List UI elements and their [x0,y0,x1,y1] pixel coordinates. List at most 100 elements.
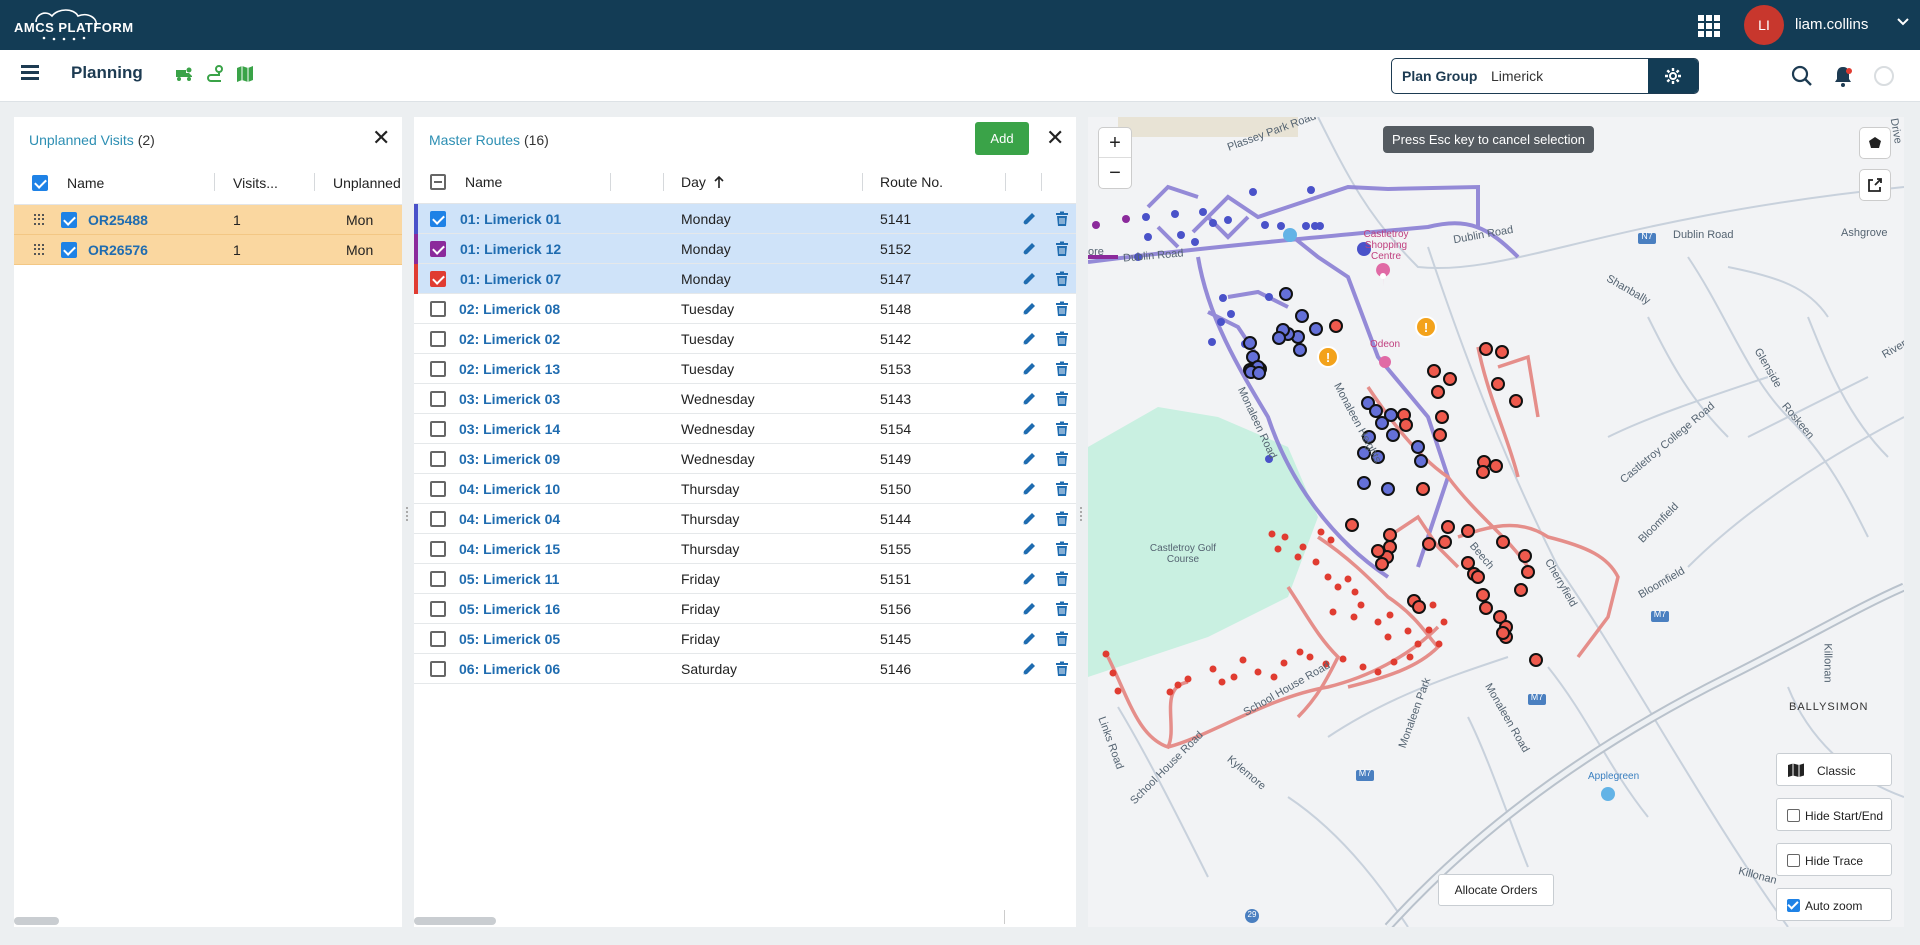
table-row[interactable]: 05: Limerick 16 Friday 5156 [414,594,1076,624]
trash-icon[interactable] [1055,631,1069,647]
row-checkbox[interactable] [430,331,446,347]
table-row[interactable]: 04: Limerick 15 Thursday 5155 [414,534,1076,564]
edit-icon[interactable] [1021,241,1037,257]
row-checkbox[interactable] [430,571,446,587]
clock-icon[interactable] [1874,66,1894,86]
trash-icon[interactable] [1055,481,1069,497]
table-row[interactable]: 04: Limerick 10 Thursday 5150 [414,474,1076,504]
edit-icon[interactable] [1021,211,1037,227]
visit-name-link[interactable]: OR25488 [88,212,148,228]
user-name[interactable]: liam.collins [1795,16,1869,33]
hide-start-end-checkbox[interactable] [1787,809,1800,822]
column-visits[interactable]: Visits... [233,175,278,191]
chevron-down-icon[interactable] [1896,14,1910,31]
edit-icon[interactable] [1021,301,1037,317]
row-checkbox[interactable] [430,541,446,557]
edit-icon[interactable] [1021,451,1037,467]
edit-icon[interactable] [1021,481,1037,497]
table-row[interactable]: 02: Limerick 13 Tuesday 5153 [414,354,1076,384]
bell-icon[interactable] [1832,64,1854,88]
row-checkbox[interactable] [61,212,77,228]
route-name-link[interactable]: 02: Limerick 08 [459,301,561,317]
menu-icon[interactable] [21,65,39,80]
horizontal-scrollbar[interactable] [414,917,496,925]
route-name-link[interactable]: 01: Limerick 07 [460,271,562,287]
select-all-checkbox[interactable] [430,174,446,190]
route-name-link[interactable]: 04: Limerick 15 [459,541,561,557]
popout-button[interactable] [1860,170,1890,200]
trash-icon[interactable] [1055,391,1069,407]
trash-icon[interactable] [1055,661,1069,677]
route-name-link[interactable]: 05: Limerick 05 [459,631,561,647]
row-checkbox[interactable] [61,242,77,258]
trash-icon[interactable] [1055,211,1069,227]
route-name-link[interactable]: 03: Limerick 03 [459,391,561,407]
row-checkbox[interactable] [430,631,446,647]
column-unplanned[interactable]: Unplanned [333,175,401,191]
hide-start-end-toggle[interactable]: Hide Start/End [1776,798,1892,831]
edit-icon[interactable] [1021,361,1037,377]
edit-icon[interactable] [1021,601,1037,617]
edit-icon[interactable] [1021,271,1037,287]
table-row[interactable]: OR26576 1 Mon [14,235,402,265]
gear-icon[interactable] [1648,59,1698,93]
table-row[interactable]: 03: Limerick 03 Wednesday 5143 [414,384,1076,414]
classic-map-button[interactable]: Classic [1776,753,1892,786]
trash-icon[interactable] [1055,421,1069,437]
table-row[interactable]: 02: Limerick 08 Tuesday 5148 [414,294,1076,324]
row-checkbox[interactable] [430,481,446,497]
route-name-link[interactable]: 06: Limerick 06 [459,661,561,677]
amcs-logo[interactable]: AMCS PLATFORM [14,8,133,42]
route-name-link[interactable]: 03: Limerick 14 [459,421,561,437]
route-icon[interactable] [205,64,225,84]
edit-icon[interactable] [1021,661,1037,677]
auto-zoom-checkbox[interactable] [1787,899,1800,912]
table-row[interactable]: 06: Limerick 06 Saturday 5146 [414,654,1076,684]
row-checkbox[interactable] [430,211,446,227]
horizontal-scrollbar[interactable] [14,917,59,925]
row-checkbox[interactable] [430,301,446,317]
trash-icon[interactable] [1055,541,1069,557]
table-row[interactable]: 03: Limerick 09 Wednesday 5149 [414,444,1076,474]
table-row[interactable]: 04: Limerick 04 Thursday 5144 [414,504,1076,534]
panel-splitter[interactable] [1079,505,1083,535]
hide-trace-toggle[interactable]: Hide Trace [1776,843,1892,876]
route-name-link[interactable]: 04: Limerick 04 [459,511,561,527]
map-canvas[interactable]: ! ! [1088,117,1904,927]
table-row[interactable]: 05: Limerick 11 Friday 5151 [414,564,1076,594]
trash-icon[interactable] [1055,451,1069,467]
drag-handle-icon[interactable] [34,214,46,226]
map-icon[interactable] [235,64,255,84]
edit-icon[interactable] [1021,541,1037,557]
route-name-link[interactable]: 04: Limerick 10 [459,481,561,497]
route-map[interactable]: ! ! Plassey Park Road Dublin Road Dublin… [1088,117,1904,927]
edit-icon[interactable] [1021,511,1037,527]
row-checkbox[interactable] [430,511,446,527]
trash-icon[interactable] [1055,331,1069,347]
close-icon[interactable]: ✕ [1046,125,1065,150]
add-button[interactable]: Add [975,122,1029,155]
trash-icon[interactable] [1055,601,1069,617]
trash-icon[interactable] [1055,511,1069,527]
drag-handle-icon[interactable] [34,244,46,256]
table-row[interactable]: 01: Limerick 12 Monday 5152 [414,234,1076,264]
table-row[interactable]: 03: Limerick 14 Wednesday 5154 [414,414,1076,444]
row-checkbox[interactable] [430,601,446,617]
route-name-link[interactable]: 03: Limerick 09 [459,451,561,467]
close-icon[interactable]: ✕ [372,125,391,150]
column-route-no[interactable]: Route No. [880,174,944,190]
edit-icon[interactable] [1021,631,1037,647]
route-name-link[interactable]: 05: Limerick 11 [459,571,560,587]
trash-icon[interactable] [1055,241,1069,257]
route-name-link[interactable]: 02: Limerick 02 [459,331,561,347]
trash-icon[interactable] [1055,361,1069,377]
sort-ascending-icon[interactable] [713,175,725,189]
route-name-link[interactable]: 05: Limerick 16 [459,601,561,617]
row-checkbox[interactable] [430,361,446,377]
column-name[interactable]: Name [67,175,105,191]
row-checkbox[interactable] [430,421,446,437]
select-all-checkbox[interactable] [32,175,48,191]
row-checkbox[interactable] [430,661,446,677]
table-row[interactable]: 01: Limerick 01 Monday 5141 [414,204,1076,234]
edit-icon[interactable] [1021,571,1037,587]
